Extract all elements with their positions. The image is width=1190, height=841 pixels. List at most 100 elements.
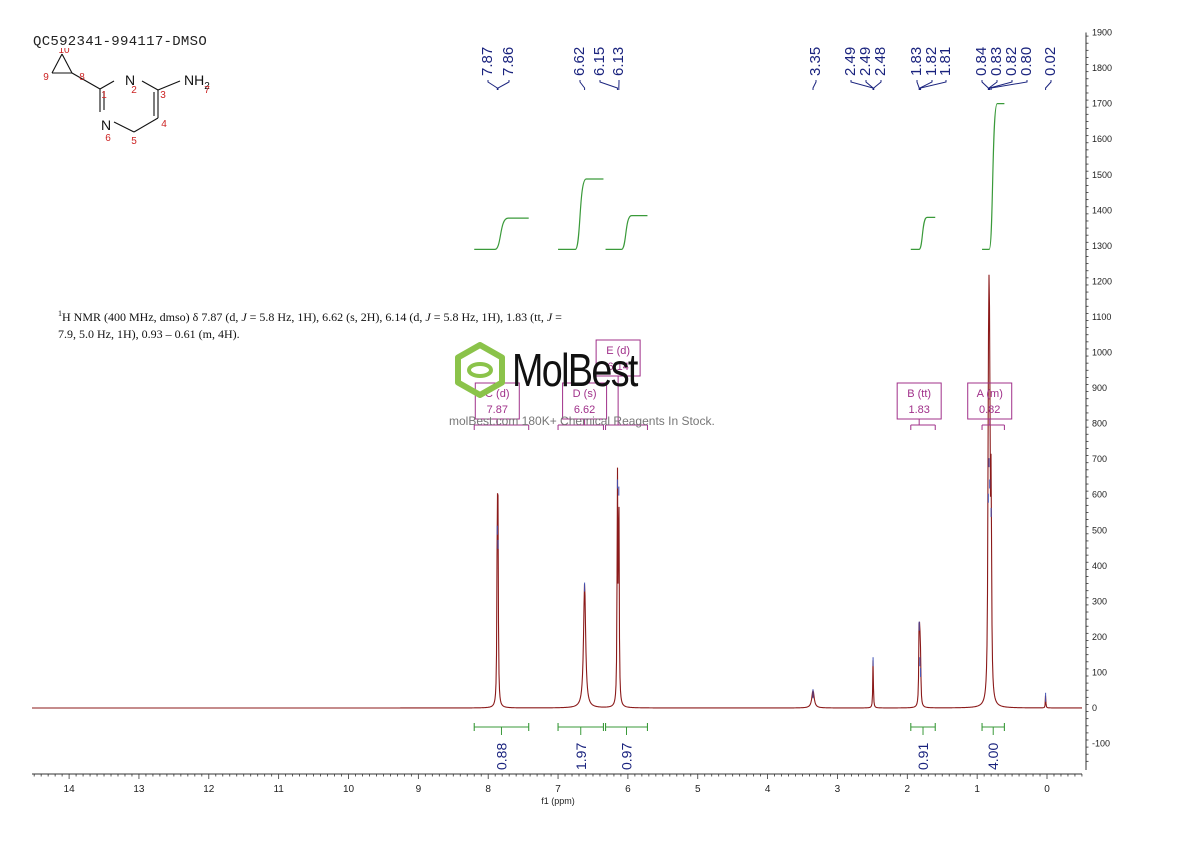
peak-label: 1.83 (908, 47, 925, 76)
atom-number: 10 (58, 48, 70, 56)
atom-number: 7 (204, 85, 210, 96)
multiplet-name: A (m) (977, 388, 1003, 400)
x-tick-label: 5 (695, 784, 701, 795)
x-tick-label: 14 (64, 784, 76, 795)
y-tick-label: 100 (1092, 667, 1107, 677)
peak-label-connector (981, 80, 989, 90)
integral-curve (605, 215, 648, 251)
y-tick-label: 1800 (1092, 63, 1112, 73)
peak-label: 7.87 (479, 47, 496, 76)
y-tick-label: 1200 (1092, 276, 1112, 286)
integral-value: 1.97 (573, 743, 589, 770)
bond (71, 72, 101, 90)
coupling-symbol: J (546, 310, 553, 324)
nmr-text-part: 7.9, 5.0 Hz, 1H), 0.93 – 0.61 (m, 4H). (58, 327, 240, 341)
x-tick-label: 4 (765, 784, 771, 795)
atom-number: 8 (79, 72, 85, 83)
peak-label: 2.49 (857, 47, 874, 76)
integral-value: 4.00 (985, 743, 1001, 770)
y-tick-label: 800 (1092, 419, 1107, 429)
integral-curve (910, 216, 936, 251)
peak-label: 1.81 (937, 47, 954, 76)
peak-label-connector (599, 80, 618, 90)
bond (133, 117, 159, 133)
multiplet-name: D (s) (573, 388, 597, 400)
y-tick-label: 700 (1092, 454, 1107, 464)
y-tick-label: 1000 (1092, 348, 1112, 358)
peak-label-connector (487, 80, 498, 90)
atom-nh2: NH2 (184, 72, 210, 92)
peak-label: 0.02 (1042, 47, 1059, 76)
peak-label-connector (579, 80, 586, 90)
multiplet-shift: 7.87 (487, 404, 508, 416)
x-tick-label: 13 (133, 784, 145, 795)
atom-n2: N (125, 72, 135, 88)
y-tick-label: 1400 (1092, 205, 1112, 215)
y-tick-label: 600 (1092, 490, 1107, 500)
nmr-description: 1H NMR (400 MHz, dmso) δ 7.87 (d, J = 5.… (58, 305, 658, 343)
peak-label-connector (919, 80, 933, 90)
x-tick-label: 7 (555, 784, 561, 795)
peak-label: 0.80 (1018, 47, 1035, 76)
bond (51, 53, 63, 74)
multiplet-shift: 1.83 (908, 404, 929, 416)
coupling-symbol: J (241, 310, 247, 324)
integral-value: 0.91 (915, 743, 931, 770)
y-tick-label: 900 (1092, 383, 1107, 393)
nmr-text-part: = (552, 310, 562, 324)
peak-label-connector (990, 80, 1028, 90)
y-tick-label: 400 (1092, 561, 1107, 571)
bond (141, 80, 159, 91)
atom-nh2-subscript: 2 (204, 81, 210, 92)
y-tick-label: 300 (1092, 596, 1107, 606)
peak-label: 0.82 (1003, 47, 1020, 76)
integral-curve (558, 178, 604, 251)
multiplet-shift: 6.14 (607, 361, 628, 373)
atom-number: 4 (161, 119, 167, 130)
peak-label: 6.13 (610, 47, 627, 76)
integral-curve (474, 217, 529, 251)
y-tick-label: 0 (1092, 703, 1097, 713)
atom-number: 1 (101, 90, 107, 101)
bond (99, 80, 115, 90)
atom-number: 2 (131, 85, 137, 96)
x-tick-label: 10 (343, 784, 355, 795)
y-tick-label: 1700 (1092, 99, 1112, 109)
y-tick-label: 1500 (1092, 170, 1112, 180)
bond (113, 121, 135, 133)
y-tick-label: 500 (1092, 525, 1107, 535)
peak-label: 1.82 (923, 47, 940, 76)
peak-label: 2.49 (842, 47, 859, 76)
atom-number: 3 (160, 90, 166, 101)
bond (61, 53, 73, 74)
x-tick-label: 11 (273, 784, 284, 795)
peak-label: 0.84 (973, 47, 990, 76)
x-tick-label: 12 (203, 784, 215, 795)
molecule-structure: N N NH2 1 2 3 4 5 6 7 8 9 10 (43, 48, 210, 147)
brand-tagline: molBest.com 180K+ Chemical Reagents In S… (449, 414, 715, 428)
integral-value: 0.97 (619, 743, 635, 770)
x-tick-label: 9 (416, 784, 422, 795)
peak-label-connector (988, 80, 998, 90)
x-tick-label: 2 (905, 784, 911, 795)
coupling-symbol: J (425, 310, 431, 324)
peak-label-connector (1045, 80, 1052, 90)
x-tick-label: 8 (485, 784, 491, 795)
peak-label-connector (989, 80, 1013, 90)
x-tick-label: 1 (974, 784, 980, 795)
y-tick-label: 1300 (1092, 241, 1112, 251)
multiplet-shift: 6.62 (574, 404, 595, 416)
peak-label-connector (873, 80, 882, 90)
atom-number: 6 (105, 133, 111, 144)
peak-label: 7.86 (500, 47, 517, 76)
sample-id: QC592341-994117-DMSO (33, 34, 208, 50)
multiplet-shift: 0.82 (979, 404, 1000, 416)
integral-curve (982, 103, 1005, 251)
peak-label: 0.83 (988, 47, 1005, 76)
y-tick-label: 1900 (1092, 28, 1112, 38)
atom-nh2-label: NH (184, 72, 204, 88)
peak-label-connector (497, 80, 510, 90)
brand-name: MolBest (512, 344, 638, 396)
nmr-text-part: = 5.8 Hz, 1H), 1.83 (tt, (430, 310, 547, 324)
